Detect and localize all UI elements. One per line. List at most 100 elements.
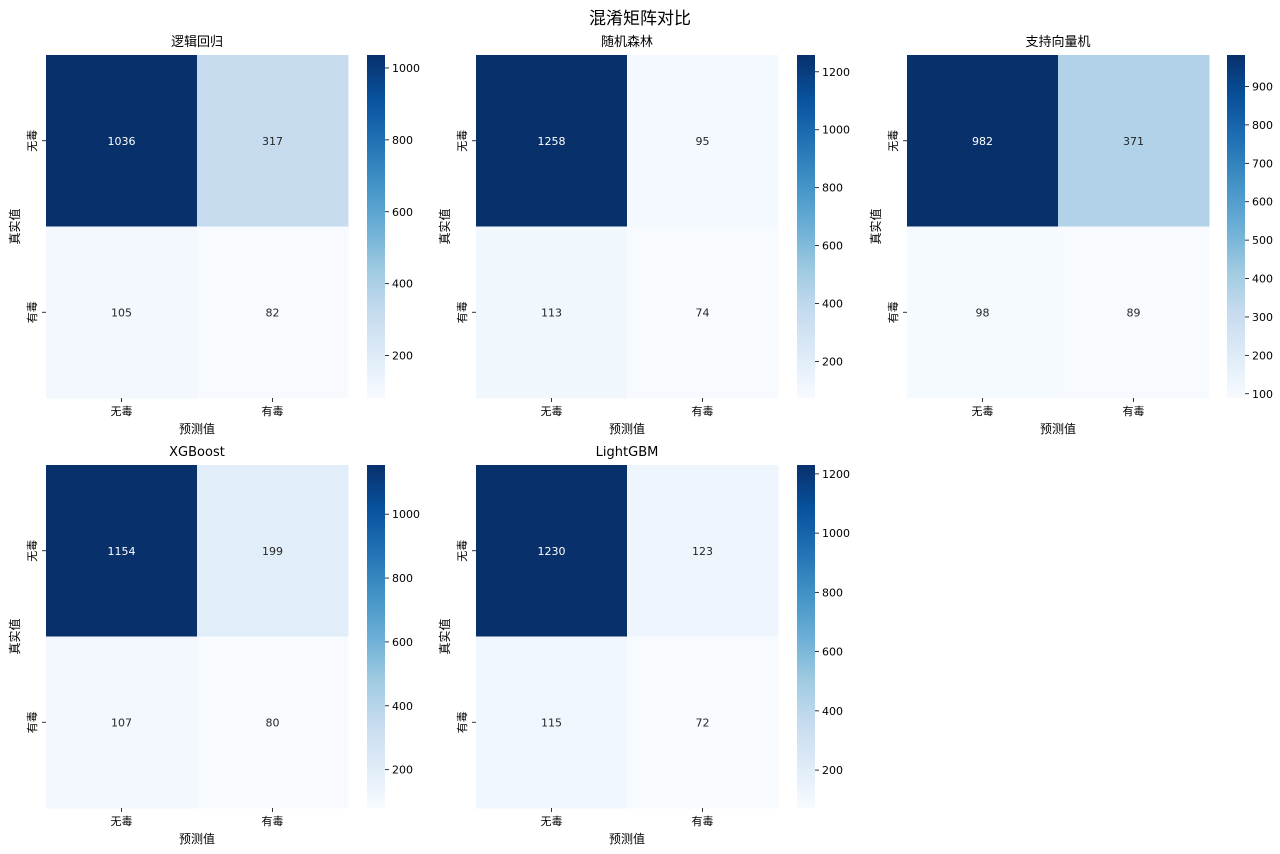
heatmap-cell — [476, 55, 628, 227]
cell-value-label: 199 — [262, 545, 283, 558]
y-tick-label: 有毒 — [25, 301, 39, 323]
colorbar — [367, 55, 385, 398]
colorbar-tick-label: 600 — [392, 636, 413, 649]
heatmap-cell — [627, 55, 779, 227]
cell-value-label: 107 — [111, 716, 132, 729]
heatmap-cell — [627, 226, 779, 399]
cell-value-label: 74 — [696, 306, 710, 319]
colorbar-tick-label: 200 — [822, 355, 843, 368]
cell-value-label: 1036 — [108, 135, 136, 148]
y-axis-label: 真实值 — [437, 208, 452, 244]
x-tick-label: 无毒 — [972, 405, 994, 418]
y-axis-label: 真实值 — [437, 618, 452, 654]
heatmap-cell — [46, 636, 198, 809]
heatmap-cell — [197, 636, 349, 809]
colorbar-tick-label: 900 — [1252, 80, 1273, 93]
panel-title: 支持向量机 — [1025, 34, 1090, 50]
heatmap-cell — [907, 226, 1059, 399]
cell-value-label: 1154 — [108, 545, 136, 558]
heatmap-cell — [476, 636, 628, 809]
x-axis-label: 预测值 — [1040, 421, 1076, 436]
heatmap-cell — [627, 465, 779, 637]
y-tick-label: 无毒 — [26, 130, 39, 152]
cell-value-label: 105 — [111, 306, 132, 319]
heatmap-cell — [46, 465, 198, 637]
colorbar-tick-label: 1000 — [392, 62, 420, 75]
colorbar-tick-label: 400 — [822, 298, 843, 311]
colorbar-tick-label: 400 — [822, 705, 843, 718]
colorbar-tick-label: 1200 — [822, 66, 850, 79]
colorbar-tick-label: 300 — [1252, 311, 1273, 324]
x-axis-label: 预测值 — [609, 831, 645, 846]
y-tick-label: 无毒 — [456, 540, 469, 562]
heatmap-cell — [197, 465, 349, 637]
heatmap-cell — [476, 465, 628, 637]
heatmap-cell — [907, 55, 1059, 227]
colorbar-tick-label: 200 — [1252, 349, 1273, 362]
heatmap-cell — [197, 226, 349, 399]
cell-value-label: 1258 — [538, 135, 566, 148]
colorbar-tick-label: 600 — [392, 206, 413, 219]
cell-value-label: 80 — [266, 716, 280, 729]
x-tick-label: 无毒 — [541, 815, 563, 828]
colorbar-tick-label: 800 — [822, 182, 843, 195]
y-axis-label: 真实值 — [7, 208, 22, 244]
heatmap-cell — [1058, 55, 1210, 227]
x-tick-label: 有毒 — [692, 814, 714, 828]
colorbar — [797, 465, 815, 808]
cell-value-label: 123 — [692, 545, 713, 558]
panel-title: LightGBM — [596, 445, 659, 460]
y-tick-label: 有毒 — [455, 711, 469, 733]
cell-value-label: 82 — [266, 306, 280, 319]
x-tick-label: 有毒 — [262, 404, 284, 418]
colorbar-tick-label: 200 — [392, 764, 413, 777]
heatmap-cell — [627, 636, 779, 809]
colorbar-tick-label: 200 — [392, 350, 413, 363]
cell-value-label: 1230 — [538, 545, 566, 558]
heatmap-cell — [46, 226, 198, 399]
colorbar-tick-label: 400 — [392, 278, 413, 291]
y-axis-label: 真实值 — [7, 618, 22, 654]
colorbar-tick-label: 600 — [1252, 196, 1273, 209]
heatmap-cell — [46, 55, 198, 227]
heatmap-cell — [1058, 226, 1210, 399]
x-tick-label: 有毒 — [1123, 404, 1145, 418]
heatmap-cell — [197, 55, 349, 227]
y-axis-label: 真实值 — [868, 208, 883, 244]
colorbar-tick-label: 1000 — [822, 527, 850, 540]
cell-value-label: 95 — [696, 135, 710, 148]
colorbar-tick-label: 100 — [1252, 388, 1273, 401]
heatmap-cell — [476, 226, 628, 399]
cell-value-label: 113 — [541, 306, 562, 319]
cell-value-label: 115 — [541, 716, 562, 729]
panel-title: XGBoost — [169, 445, 225, 460]
x-axis-label: 预测值 — [179, 831, 215, 846]
colorbar-tick-label: 400 — [392, 700, 413, 713]
x-tick-label: 无毒 — [111, 405, 133, 418]
colorbar-tick-label: 700 — [1252, 157, 1273, 170]
colorbar-tick-label: 800 — [392, 134, 413, 147]
y-tick-label: 无毒 — [456, 130, 469, 152]
colorbar-tick-label: 500 — [1252, 234, 1273, 247]
cell-value-label: 371 — [1123, 135, 1144, 148]
colorbar-tick-label: 600 — [822, 646, 843, 659]
y-tick-label: 无毒 — [26, 540, 39, 562]
x-axis-label: 预测值 — [609, 421, 645, 436]
x-tick-label: 有毒 — [692, 404, 714, 418]
colorbar-tick-label: 200 — [822, 764, 843, 777]
colorbar-tick-label: 1000 — [392, 508, 420, 521]
cell-value-label: 98 — [976, 306, 990, 319]
figure-title: 混淆矩阵对比 — [589, 9, 691, 29]
y-tick-label: 有毒 — [455, 301, 469, 323]
colorbar-tick-label: 600 — [822, 240, 843, 253]
y-tick-label: 有毒 — [886, 301, 900, 323]
y-tick-label: 有毒 — [25, 711, 39, 733]
panel-title: 随机森林 — [601, 35, 653, 50]
colorbar — [797, 55, 815, 398]
colorbar — [367, 465, 385, 808]
